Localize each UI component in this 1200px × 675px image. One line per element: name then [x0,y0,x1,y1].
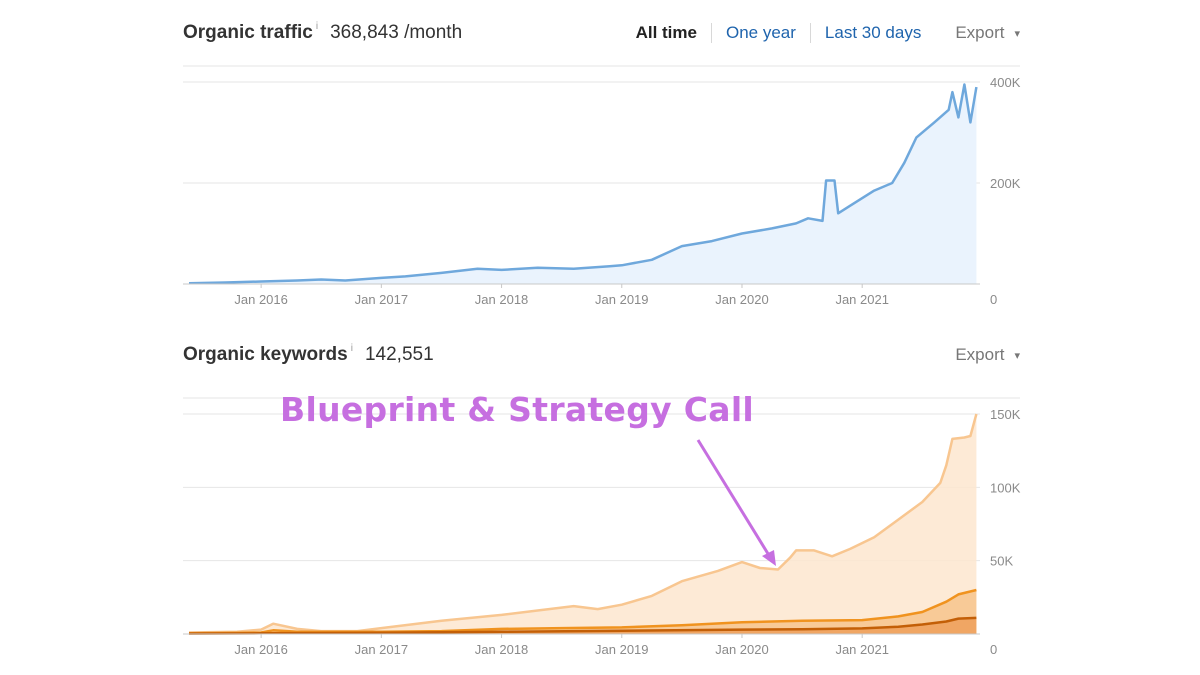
keywords-x-tick-label: Jan 2018 [475,642,529,657]
date-range-tabs: All time One year Last 30 days [622,23,936,43]
keywords-y-tick-label: 0 [990,642,997,657]
traffic-series-0-area [189,84,977,284]
keywords-x-tick-label: Jan 2017 [355,642,409,657]
traffic-chart: 0 200K 400K Jan 2016 Jan 2017 Jan 2018 Jan 201… [183,65,1021,307]
traffic-series-0-line [188,83,978,285]
tab-last-30-days[interactable]: Last 30 days [809,23,935,43]
keywords-header: Organic keywords i 142,551 Export ▾ [183,340,1020,370]
traffic-header: Organic traffic i 368,843 /month All tim… [183,18,1020,48]
keywords-series-1-area [189,590,977,634]
keywords-y-tick-label: 50K [990,554,1013,569]
traffic-x-tick-label: Jan 2016 [234,292,288,307]
keywords-series-2-line [188,616,977,635]
traffic-title: Organic traffic [183,22,313,43]
keywords-export-button[interactable]: Export ▾ [955,345,1020,365]
keywords-value: 142,551 [364,344,434,365]
caret-down-icon: ▾ [1014,349,1020,362]
keywords-series-0-area [189,414,977,634]
keywords-title: Organic keywords [183,344,348,365]
traffic-y-tick-label: 400K [990,75,1021,90]
traffic-y-tick-label: 0 [990,292,997,307]
keywords-x-tick-label: Jan 2021 [835,642,889,657]
info-icon[interactable]: i [315,20,319,32]
tab-one-year[interactable]: One year [710,23,810,43]
traffic-x-tick-label: Jan 2020 [715,292,769,307]
export-label: Export [955,23,1005,42]
traffic-value: 368,843 /month [330,22,463,43]
tab-all-time[interactable]: All time [635,23,697,42]
traffic-x-tick-label: Jan 2017 [355,292,409,307]
keywords-series-1-line [188,588,977,635]
traffic-y-tick-label: 200K [990,176,1021,191]
keywords-chart: 0 50K 100K 150K Jan 2016 Jan 2017 Jan 2018 Jan … [183,397,1021,657]
caret-down-icon: ▾ [1014,27,1020,40]
keywords-x-tick-label: Jan 2019 [595,642,649,657]
export-label: Export [955,345,1005,364]
info-icon[interactable]: i [350,342,353,354]
traffic-x-tick-label: Jan 2021 [835,292,889,307]
keywords-y-tick-label: 150K [990,407,1021,422]
keywords-x-tick-label: Jan 2016 [234,642,288,657]
keywords-x-tick-label: Jan 2020 [715,642,769,657]
traffic-export-button[interactable]: Export ▾ [955,23,1020,43]
traffic-x-tick-label: Jan 2018 [475,292,529,307]
annotation-label: Blueprint & Strategy Call [280,390,755,429]
keywords-y-tick-label: 100K [990,480,1021,495]
traffic-x-tick-label: Jan 2019 [595,292,649,307]
